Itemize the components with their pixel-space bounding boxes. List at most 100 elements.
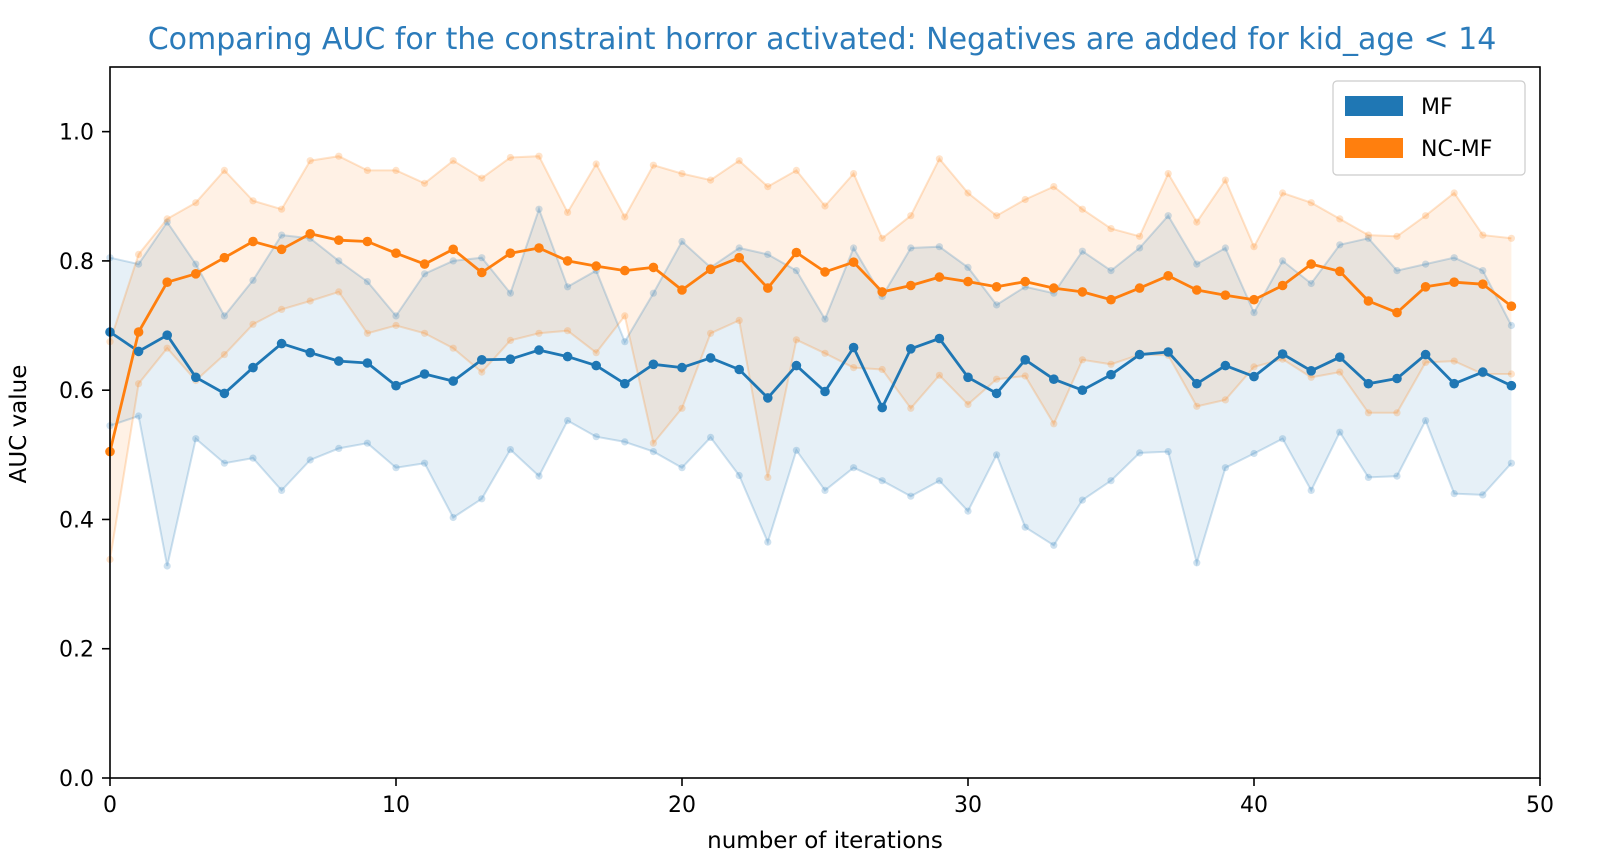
mf-upper-point xyxy=(1336,241,1344,249)
y-tick-label: 0.6 xyxy=(59,379,94,404)
mf-upper-point xyxy=(935,243,944,251)
mf-mean-point xyxy=(1420,349,1431,360)
nc-mf-upper-point xyxy=(506,153,514,162)
mf-lower-point xyxy=(993,451,1001,459)
mf-mean-point xyxy=(620,378,630,389)
nc-mf-lower-point xyxy=(850,364,858,372)
nc-mf-lower-point xyxy=(1193,402,1201,410)
nc-mf-lower-line xyxy=(109,290,1512,560)
nc-mf-lower-point xyxy=(564,327,572,335)
nc-mf-upper-point xyxy=(821,202,829,210)
y-axis-ticks: 0.0 0.2 0.4 0.6 0.8 1.0 xyxy=(59,121,110,792)
nc-mf-mean-point xyxy=(705,264,716,275)
nc-mf-upper-point xyxy=(1279,189,1287,197)
legend-label-mf: MF xyxy=(1421,95,1453,120)
mf-mean-point xyxy=(1192,378,1202,389)
nc-mf-mean-point xyxy=(362,236,373,247)
band-edge-lines xyxy=(106,152,1515,570)
mf-lower-point xyxy=(506,446,514,454)
nc-mf-mean-point xyxy=(677,285,687,295)
nc-mf-lower-point xyxy=(1107,360,1115,368)
nc-mf-lower-point xyxy=(306,297,314,305)
nc-mf-upper-point xyxy=(1250,243,1258,251)
nc-mf-upper-point xyxy=(1479,231,1487,239)
mf-upper-point xyxy=(1393,267,1401,275)
nc-mf-upper-point xyxy=(678,170,686,178)
nc-mf-upper-point xyxy=(135,250,143,258)
nc-mf-mean-point xyxy=(248,236,258,247)
nc-mf-upper-point xyxy=(249,197,257,205)
nc-mf-lower-point xyxy=(421,329,429,337)
nc-mf-lower-point xyxy=(135,380,143,388)
nc-mf-upper-point xyxy=(707,176,715,184)
mf-mean-point xyxy=(1478,367,1488,377)
mf-mean-point xyxy=(334,356,344,366)
mf-lower-point xyxy=(735,471,743,480)
mf-lower-point xyxy=(1393,472,1401,480)
mf-upper-point xyxy=(1078,247,1086,255)
nc-mf-upper-point xyxy=(621,213,629,221)
mf-mean-point xyxy=(1306,366,1316,376)
mf-mean-point xyxy=(1392,373,1402,384)
mf-upper-point xyxy=(964,263,972,271)
mf-lower-line xyxy=(109,414,1513,567)
nc-mf-upper-point xyxy=(878,234,886,242)
mf-lower-point xyxy=(192,435,200,443)
x-tick-label: 40 xyxy=(1240,793,1268,818)
nc-mf-upper-point xyxy=(964,189,972,197)
mf-lower-point xyxy=(220,459,228,467)
nc-mf-lower-point xyxy=(964,400,972,408)
mf-upper-point xyxy=(735,244,743,252)
nc-mf-lower-point xyxy=(1393,409,1401,417)
mf-lower-point xyxy=(1450,490,1458,498)
nc-mf-lower-point xyxy=(792,336,801,344)
nc-mf-lower-point xyxy=(535,329,543,337)
mf-upper-point xyxy=(363,278,371,286)
nc-mf-upper-point xyxy=(163,215,171,223)
mf-lower-point xyxy=(621,438,629,446)
nc-mf-lower-point xyxy=(707,329,715,337)
nc-mf-lower-point xyxy=(392,321,400,330)
nc-mf-upper-point xyxy=(564,208,572,216)
nc-mf-lower-point xyxy=(993,375,1001,383)
mf-lower-point xyxy=(850,464,858,472)
nc-mf-mean-point xyxy=(1335,266,1345,277)
nc-mf-lower-point xyxy=(735,316,743,324)
nc-mf-upper-point xyxy=(1164,170,1172,178)
mf-mean-point xyxy=(991,388,1002,399)
mf-upper-point xyxy=(192,260,200,268)
nc-mf-mean-point xyxy=(991,282,1002,292)
mf-upper-point xyxy=(621,338,629,346)
legend-swatch-mf xyxy=(1345,96,1403,116)
nc-mf-mean-point xyxy=(791,247,802,258)
nc-mf-upper-point xyxy=(1393,232,1401,240)
confidence-bands xyxy=(110,156,1512,566)
nc-mf-mean-point xyxy=(848,257,859,268)
nc-mf-upper-point xyxy=(449,157,457,165)
mf-mean-point xyxy=(1077,385,1088,396)
mf-mean-point xyxy=(906,344,916,354)
mf-lower-point xyxy=(764,538,772,546)
mf-upper-point xyxy=(564,283,572,291)
nc-mf-lower-point xyxy=(1507,370,1515,378)
mf-lower-point xyxy=(1336,428,1344,436)
nc-mf-mean-point xyxy=(448,244,459,255)
nc-mf-upper-point xyxy=(850,170,858,178)
mf-lower-point xyxy=(1164,448,1172,456)
nc-mf-mean-point xyxy=(906,280,916,291)
y-tick-label: 0.0 xyxy=(59,767,94,792)
nc-mf-lower-point xyxy=(1021,372,1029,380)
mf-mean-point xyxy=(305,347,316,358)
mf-mean-point xyxy=(791,360,802,371)
nc-mf-lower-point xyxy=(1450,357,1458,365)
nc-mf-mean-point xyxy=(734,252,744,263)
nc-mf-lower-point xyxy=(335,288,343,296)
mf-mean-point xyxy=(820,386,830,397)
mf-upper-point xyxy=(421,270,429,278)
nc-mf-lower-point xyxy=(1250,363,1258,371)
mf-mean-point xyxy=(448,376,459,386)
mf-upper-point xyxy=(1507,321,1515,330)
nc-mf-mean-point xyxy=(1106,294,1116,305)
nc-mf-mean-point xyxy=(334,235,344,245)
nc-mf-upper-point xyxy=(192,199,200,207)
